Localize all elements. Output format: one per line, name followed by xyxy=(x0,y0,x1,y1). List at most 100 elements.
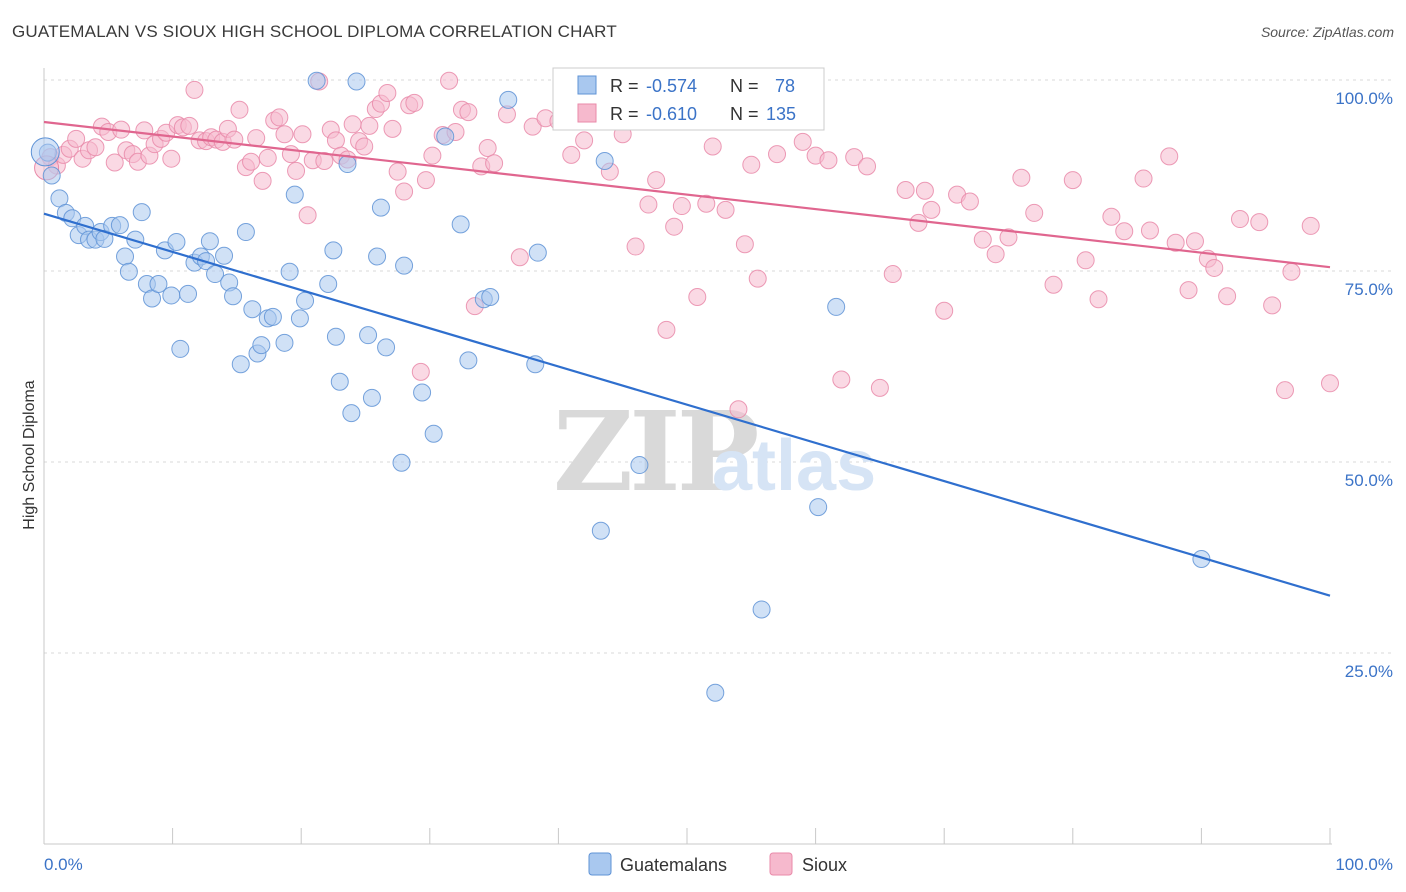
guatemalans-point-32 xyxy=(224,287,243,306)
legend-n-label-guatemalans: N = xyxy=(730,76,759,96)
guatemalans-point-47 xyxy=(319,274,338,293)
sioux-point-43 xyxy=(293,125,312,144)
sioux-point-120 xyxy=(999,228,1018,247)
bottom-legend-label-guatemalans: Guatemalans xyxy=(620,855,727,875)
sioux-point-78 xyxy=(523,117,542,136)
sioux-point-60 xyxy=(388,162,407,181)
sioux-point-105 xyxy=(819,151,838,170)
sioux-point-135 xyxy=(1230,210,1249,229)
sioux-point-142 xyxy=(1140,221,1159,240)
sioux-point-82 xyxy=(575,131,594,150)
sioux-point-55 xyxy=(360,116,379,135)
sioux-point-124 xyxy=(1063,171,1082,190)
sioux-point-136 xyxy=(1250,213,1269,232)
guatemalans-point-62 xyxy=(436,127,455,146)
sioux-trend-line xyxy=(43,120,1331,269)
sioux-point-140 xyxy=(1321,374,1339,393)
guatemalans-point-72 xyxy=(630,456,649,475)
sioux-point-20 xyxy=(162,149,181,168)
trend-lines xyxy=(43,120,1331,597)
axis-labels: 25.0% 50.0% 75.0% 100.0% 0.0% 100.0% High Scho… xyxy=(21,89,1393,874)
chart-title: GUATEMALAN VS SIOUX HIGH SCHOOL DIPLOMA … xyxy=(12,22,617,41)
chart-source: Source: ZipAtlas.com xyxy=(1260,24,1394,40)
sioux-point-58 xyxy=(378,83,397,102)
sioux-point-115 xyxy=(935,301,954,320)
sioux-point-100 xyxy=(748,269,767,288)
sioux-point-123 xyxy=(1044,275,1063,294)
guatemalans-point-34 xyxy=(236,223,255,242)
guatemalans-point-12 xyxy=(110,216,129,235)
guatemalans-point-37 xyxy=(252,336,271,355)
guatemalans-point-56 xyxy=(371,198,390,217)
guatemalans-point-48 xyxy=(326,327,345,346)
y-tick-label-25: 25.0% xyxy=(1345,662,1393,681)
sioux-point-40 xyxy=(275,125,294,144)
sioux-point-96 xyxy=(716,200,735,219)
guatemalans-point-33 xyxy=(231,355,250,374)
sioux-point-126 xyxy=(1089,290,1108,309)
correlation-legend: R = -0.574 N = 78 R = -0.610 N = 135 xyxy=(552,67,825,131)
guatemalans-point-23 xyxy=(171,339,190,358)
sioux-point-32 xyxy=(230,100,249,119)
sioux-point-119 xyxy=(986,245,1005,264)
guatemalans-point-76 xyxy=(827,297,846,316)
series-legend: Guatemalans Sioux xyxy=(588,852,847,876)
sioux-point-121 xyxy=(1012,168,1031,187)
sioux-point-141 xyxy=(1185,232,1204,251)
guatemalans-point-16 xyxy=(132,203,151,222)
x-tick-label-max: 100.0% xyxy=(1335,855,1393,874)
guatemalans-point-49 xyxy=(330,372,349,391)
watermark-atlas: atlas xyxy=(712,426,876,506)
sioux-point-54 xyxy=(355,137,374,156)
sioux-point-4 xyxy=(67,129,86,148)
sioux-point-130 xyxy=(1160,147,1179,166)
sioux-point-122 xyxy=(1025,203,1044,222)
guatemalans-point-13 xyxy=(116,247,135,266)
sioux-point-127 xyxy=(1102,207,1121,226)
guatemalans-point-30 xyxy=(215,246,234,265)
guatemalans-point-75 xyxy=(809,498,828,517)
axes-layer xyxy=(43,68,1332,845)
sioux-point-117 xyxy=(960,192,979,211)
sioux-point-143 xyxy=(1166,233,1185,252)
sioux-point-59 xyxy=(383,119,402,138)
sioux-point-91 xyxy=(672,197,691,216)
sioux-point-118 xyxy=(973,230,992,249)
guatemalans-point-21 xyxy=(162,286,181,305)
guatemalans-point-67 xyxy=(499,90,518,109)
sioux-point-101 xyxy=(768,145,787,164)
legend-n-value-guatemalans: 78 xyxy=(775,76,795,96)
sioux-point-109 xyxy=(870,378,889,397)
guatemalans-point-1 xyxy=(42,166,61,185)
sioux-point-87 xyxy=(639,195,658,214)
sioux-point-47 xyxy=(315,151,334,170)
sioux-point-97 xyxy=(729,400,748,419)
sioux-point-77 xyxy=(510,248,529,267)
sioux-point-64 xyxy=(411,362,430,381)
sioux-point-95 xyxy=(703,137,722,156)
sioux-point-37 xyxy=(258,148,277,167)
guatemalans-point-22 xyxy=(167,232,186,251)
guatemalans-point-14 xyxy=(119,262,138,281)
legend-r-label-guatemalans: R = xyxy=(610,76,639,96)
sioux-point-34 xyxy=(242,152,261,171)
sioux-point-131 xyxy=(1179,281,1198,300)
legend-box xyxy=(552,67,825,131)
legend-r-label-sioux: R = xyxy=(610,104,639,124)
legend-n-label-sioux: N = xyxy=(730,104,759,124)
guatemalans-point-57 xyxy=(377,338,396,357)
guatemalans-point-69 xyxy=(528,243,547,262)
sioux-point-134 xyxy=(1218,287,1237,306)
sioux-point-75 xyxy=(485,154,504,173)
sioux-point-93 xyxy=(688,287,707,306)
guatemalans-point-50 xyxy=(338,155,357,174)
legend-n-value-sioux: 135 xyxy=(766,104,796,124)
guatemalans-point-46 xyxy=(324,241,343,260)
sioux-point-10 xyxy=(105,153,124,172)
sioux-point-139 xyxy=(1301,216,1320,235)
guatemalans-point-61 xyxy=(424,424,443,443)
sioux-point-133 xyxy=(1205,258,1224,277)
sioux-point-106 xyxy=(832,370,851,389)
x-tick-label-min: 0.0% xyxy=(44,855,83,874)
sioux-point-138 xyxy=(1282,262,1301,281)
